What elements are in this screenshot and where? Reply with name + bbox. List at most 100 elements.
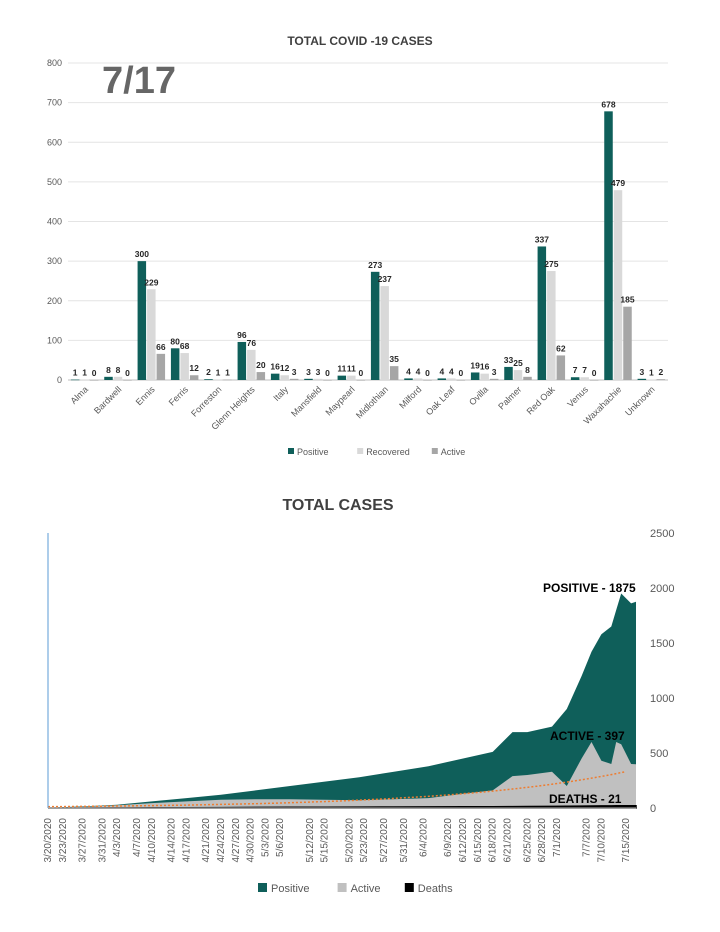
- data-label: 1: [82, 368, 87, 378]
- data-label: 678: [601, 99, 615, 109]
- legend-swatch: [404, 883, 414, 892]
- x-tick-label: Alma: [69, 384, 91, 406]
- bar-active: [89, 380, 99, 381]
- bar-positive: [137, 261, 147, 380]
- bar-positive: [537, 246, 547, 380]
- bar-active: [456, 380, 466, 381]
- x-tick-label: 4/21/2020: [201, 818, 212, 863]
- x-tick-label: Forreston: [189, 384, 223, 418]
- x-tick-label: Milford: [397, 384, 423, 410]
- y-tick-label: 600: [47, 137, 62, 147]
- x-tick-label: 6/25/2020: [522, 818, 533, 863]
- legend-entry: Positive: [271, 883, 310, 895]
- x-tick-label: 4/17/2020: [181, 818, 192, 863]
- x-tick-label: 5/6/2020: [275, 818, 286, 857]
- y-tick-label: 1500: [650, 638, 674, 650]
- bar-chart-covid-cases: TOTAL COVID -19 CASES 7/17 0 100 200 3 0 0 400…: [47, 34, 668, 457]
- legend-swatch: [357, 448, 364, 454]
- x-tick-label: 4/24/2020: [216, 818, 227, 863]
- x-tick-label: 4/27/2020: [231, 818, 242, 863]
- data-label: 185: [620, 295, 634, 305]
- data-label: 25: [513, 358, 523, 368]
- x-tick-label: Oak Leaf: [424, 384, 457, 417]
- x-tick-label: 3/23/2020: [58, 818, 69, 863]
- x-tick-label: 4/30/2020: [246, 818, 257, 863]
- data-label: 4: [416, 366, 421, 376]
- data-label: 337: [535, 234, 549, 244]
- bar-active: [323, 380, 332, 381]
- data-label: 12: [189, 363, 199, 373]
- bar-active: [589, 380, 599, 381]
- y-tick-label: 2000: [650, 583, 674, 595]
- legend-swatch: [431, 448, 438, 454]
- data-label: 8: [525, 365, 530, 375]
- data-label: 68: [180, 341, 190, 351]
- data-label: 1: [649, 368, 654, 378]
- legend-swatch: [258, 883, 267, 892]
- x-tick-label: Midlothian: [354, 384, 390, 420]
- data-label: 0: [125, 368, 130, 378]
- data-label: 0: [92, 368, 97, 378]
- bar-active: [556, 355, 566, 380]
- y-tick-label: 400: [47, 217, 62, 227]
- chart-title: TOTAL COVID -19 CASES: [287, 34, 432, 48]
- bar-active: [123, 380, 132, 381]
- x-tick-label: 3/20/2020: [43, 818, 54, 863]
- y-tick-label: 2500: [650, 528, 674, 540]
- bar-positive: [304, 378, 313, 380]
- x-tick-label: 7/7/2020: [582, 818, 593, 857]
- data-label: 12: [280, 363, 290, 373]
- y-tick-label: 200: [47, 296, 62, 306]
- bar-positive: [237, 341, 247, 380]
- legend-entry: Positive: [297, 447, 329, 457]
- x-tick-label: Ferris: [167, 384, 191, 408]
- data-label: 237: [378, 274, 392, 284]
- bar-active: [356, 380, 366, 381]
- data-label: 3: [639, 367, 644, 377]
- data-label: 275: [544, 259, 558, 269]
- data-label: 0: [425, 368, 430, 378]
- data-label: 4: [449, 366, 454, 376]
- bar-recovered: [647, 379, 656, 381]
- date-label: 7/17: [102, 60, 176, 102]
- x-tick-label: Bardwell: [92, 384, 123, 415]
- data-label: 11: [347, 364, 356, 374]
- bar-recovered: [113, 376, 123, 380]
- x-tick-label: Ennis: [134, 384, 157, 407]
- bar-positive: [370, 271, 380, 380]
- x-tick-label: 6/18/2020: [488, 818, 499, 863]
- data-label: 4: [439, 366, 444, 376]
- y-tick-label: 500: [650, 748, 668, 760]
- data-label: 16: [270, 362, 280, 372]
- data-label: 62: [556, 343, 566, 353]
- x-tick-label: 3/31/2020: [97, 818, 108, 863]
- data-label: 16: [480, 362, 490, 372]
- x-tick-label: 4/7/2020: [132, 818, 143, 857]
- x-tick-label: Italy: [271, 384, 290, 403]
- area-chart-total-cases: TOTAL CASES 0 500 1000 1500 2000 2500 3/20/20…: [43, 497, 674, 895]
- data-label: 8: [106, 365, 111, 375]
- bar-positive: [204, 379, 213, 380]
- x-tick-label: Maypearl: [324, 384, 357, 417]
- bar-active: [156, 353, 166, 380]
- bar-positive: [104, 376, 113, 380]
- data-label: 3: [292, 367, 297, 377]
- data-label: 8: [116, 365, 121, 375]
- bar-positive: [570, 377, 580, 380]
- x-tick-label: 5/27/2020: [379, 818, 390, 863]
- data-label: 1: [225, 368, 230, 378]
- bar-positive: [437, 378, 447, 380]
- data-label: 7: [582, 365, 587, 375]
- bar-positive: [404, 378, 413, 380]
- bar-active: [423, 380, 432, 381]
- data-label: 229: [144, 277, 158, 287]
- bar-recovered: [80, 379, 89, 381]
- y-tick-label: 700: [47, 98, 62, 108]
- x-tick-label: 4/14/2020: [167, 818, 178, 863]
- y-tick-label: 100: [47, 335, 62, 345]
- data-label: 0: [325, 368, 330, 378]
- x-tick-label: 4/10/2020: [147, 818, 158, 863]
- data-label: 2: [206, 367, 211, 377]
- data-label: 96: [237, 330, 247, 340]
- x-tick-label: Mansfield: [289, 384, 323, 418]
